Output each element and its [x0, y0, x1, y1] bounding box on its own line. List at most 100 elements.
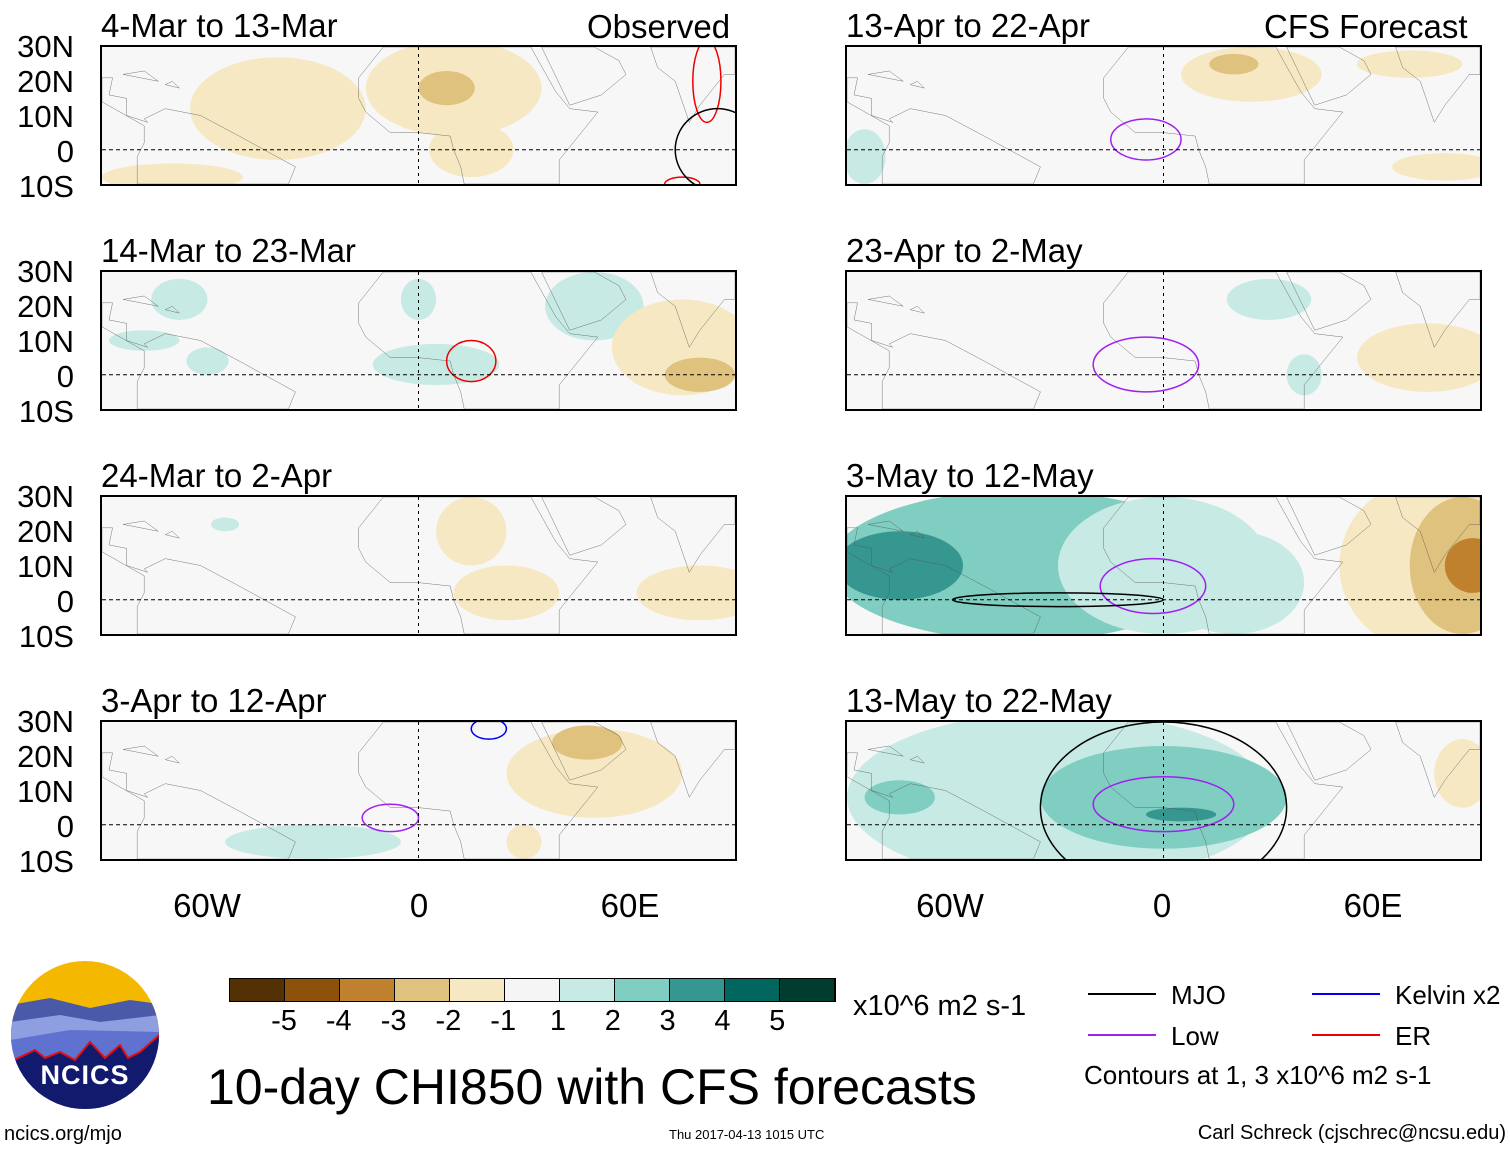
anomaly-region	[225, 824, 401, 859]
coastline	[1287, 497, 1371, 555]
anomaly-region	[211, 517, 240, 532]
footer-timestamp: Thu 2017-04-13 1015 UTC	[669, 1127, 825, 1142]
coastline	[1287, 47, 1371, 105]
coastline	[542, 272, 626, 330]
panel-title: 14-Mar to 23-Mar	[101, 232, 356, 269]
colorbar-label: -4	[325, 1005, 352, 1037]
lat-label: 10N	[17, 324, 74, 359]
coastline	[651, 272, 735, 347]
lat-label: 10N	[17, 99, 74, 134]
colorbar-swatch	[615, 979, 670, 1001]
panel-title: 24-Mar to 2-Apr	[101, 457, 333, 494]
wave-contour	[1040, 722, 1286, 859]
coastline	[868, 521, 903, 531]
colorbar-units: x10^6 m2 s-1	[853, 990, 1027, 1022]
colorbar-swatch	[725, 979, 780, 1001]
lon-label: 60E	[1343, 887, 1403, 924]
panel-title: 3-May to 12-May	[846, 457, 1094, 494]
anomaly-region	[436, 497, 507, 566]
legend-line	[1088, 993, 1156, 995]
colorbar-label: 2	[604, 1005, 621, 1037]
lat-label: 10N	[17, 549, 74, 584]
lat-label: 0	[56, 134, 74, 169]
coastline	[847, 528, 1040, 634]
forecast-header: CFS Forecast	[1264, 8, 1468, 45]
colorbar-label: 5	[769, 1005, 786, 1037]
lon-label: 0	[409, 887, 429, 924]
wave-contour	[362, 804, 418, 831]
lat-label: 20N	[17, 289, 74, 324]
coastline	[1104, 272, 1343, 409]
logo-text: NCICS	[40, 1060, 129, 1090]
anomaly-region	[186, 347, 229, 375]
legend-note: Contours at 1, 3 x10^6 m2 s-1	[1084, 1060, 1432, 1090]
coastline	[102, 303, 295, 409]
anomaly-region	[1145, 807, 1217, 822]
legend-label: Kelvin x2	[1395, 980, 1501, 1010]
map-panel	[100, 45, 737, 186]
lat-label: 10S	[18, 619, 74, 654]
coastline	[910, 81, 924, 88]
lat-label: 10N	[17, 774, 74, 809]
anomaly-region	[102, 163, 243, 184]
coastline	[847, 753, 1040, 859]
colorbar-label: -3	[380, 1005, 407, 1037]
coastline	[542, 497, 626, 555]
anomaly-region	[1040, 745, 1287, 849]
lat-label: 30N	[17, 479, 74, 514]
anomaly-region	[864, 780, 935, 815]
wave-contour	[1093, 777, 1234, 832]
footer-author: Carl Schreck (cjschrec@ncsu.edu)	[1197, 1122, 1506, 1144]
coastline	[868, 746, 903, 756]
coastline	[868, 296, 903, 306]
coastline	[102, 78, 295, 184]
coastline	[123, 521, 158, 531]
coastline	[102, 528, 295, 634]
anomaly-region	[400, 278, 437, 320]
wave-contour	[1100, 559, 1206, 614]
coastline	[123, 296, 158, 306]
coastline	[542, 47, 626, 105]
lon-label: 60W	[916, 887, 984, 924]
colorbar-swatch	[560, 979, 615, 1001]
anomaly-region	[552, 725, 623, 760]
coastline	[123, 746, 158, 756]
coastline	[165, 756, 179, 763]
panel-title: 13-May to 22-May	[846, 682, 1112, 719]
coastline	[165, 306, 179, 313]
coastline	[165, 531, 179, 538]
ncics-logo: NCICS	[10, 960, 160, 1110]
coastline	[1396, 722, 1480, 797]
panel-title: 4-Mar to 13-Mar	[101, 7, 338, 44]
wave-contour	[447, 341, 496, 382]
map-panel	[845, 45, 1482, 186]
anomaly-region	[189, 57, 366, 161]
anomaly-region	[506, 824, 542, 859]
anomaly-region	[1392, 153, 1480, 181]
lat-label: 20N	[17, 739, 74, 774]
colorbar-label: 3	[659, 1005, 676, 1037]
lat-label: 0	[56, 584, 74, 619]
anomaly-region	[1356, 323, 1480, 392]
lon-label: 60E	[600, 887, 660, 924]
legend-label: Low	[1171, 1021, 1219, 1051]
map-panel	[845, 495, 1482, 636]
coastline	[651, 497, 735, 572]
coastline	[1104, 47, 1343, 184]
legend-label: ER	[1395, 1021, 1432, 1051]
coastline	[847, 78, 1040, 184]
footer-url[interactable]: ncics.org/mjo	[4, 1123, 122, 1145]
colorbar-label: -1	[490, 1005, 517, 1037]
coastline	[910, 756, 924, 763]
colorbar-swatch	[340, 979, 395, 1001]
coastline	[542, 722, 626, 780]
coastline	[123, 71, 158, 81]
wave-contour	[665, 177, 700, 184]
coastline	[359, 47, 598, 184]
lat-label: 0	[56, 359, 74, 394]
anomaly-region	[506, 728, 683, 818]
colorbar-label: -2	[435, 1005, 462, 1037]
lat-label: 0	[56, 809, 74, 844]
anomaly-region	[109, 330, 180, 351]
coastline	[165, 81, 179, 88]
